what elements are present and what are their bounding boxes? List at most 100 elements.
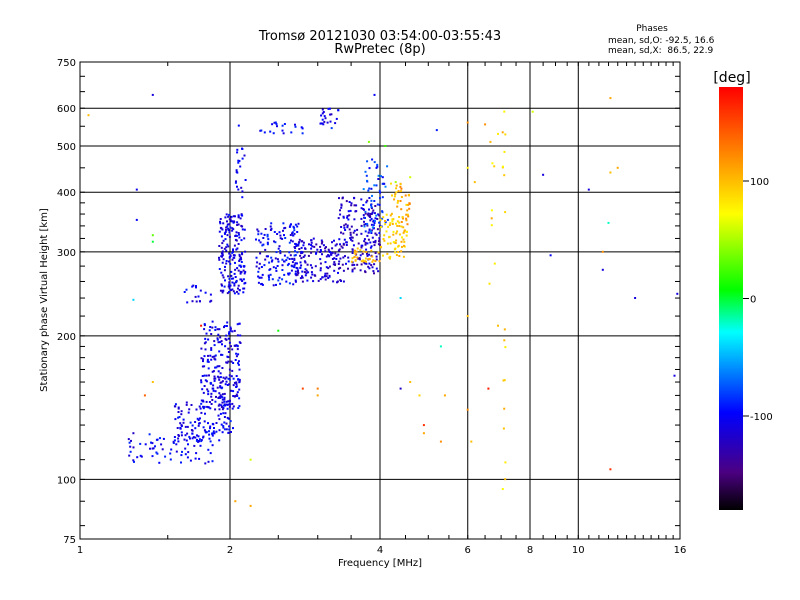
data-point [372,224,375,227]
data-point [230,274,233,277]
data-point [220,381,223,384]
data-point [353,196,356,199]
data-point [342,256,345,259]
data-point [321,276,324,279]
data-point [205,400,208,403]
data-point [301,240,304,243]
data-point [224,230,227,233]
data-point [350,238,352,241]
data-point [219,218,222,220]
data-point [234,215,236,218]
data-point [176,427,179,429]
data-point [294,272,297,275]
data-point [228,290,230,293]
data-point [87,114,90,117]
data-point [266,235,269,238]
data-point [300,126,303,129]
data-point [330,253,333,256]
data-point [383,239,386,242]
data-point [234,395,237,397]
data-point [294,247,297,250]
data-point [367,265,370,268]
data-point [365,262,368,265]
data-point [329,113,332,116]
data-point [243,154,246,157]
data-point [238,264,241,267]
data-point [360,232,363,235]
data-point [301,387,304,390]
data-point [235,280,238,283]
data-point [374,252,377,254]
data-point [199,417,201,420]
data-point [301,276,304,279]
data-point [352,250,355,253]
data-point [241,196,244,199]
data-point [326,121,329,124]
data-point [221,408,224,411]
data-point [369,215,372,218]
data-point [466,408,469,411]
data-point [188,408,191,411]
data-point [210,403,213,405]
data-point [394,242,397,244]
data-point [366,199,369,202]
data-point [234,500,237,503]
data-point [236,151,239,154]
data-point [303,260,306,263]
data-point [197,295,200,298]
data-point [362,204,365,206]
data-point [203,365,206,368]
data-point [272,132,275,135]
data-point [243,272,246,275]
x-tick-label: 10 [572,545,585,556]
data-point [228,235,231,238]
data-point [177,406,180,409]
data-point [304,274,307,277]
data-point [367,189,370,192]
data-point [240,186,243,189]
data-point [344,255,346,258]
data-point [260,276,263,279]
data-point [219,220,221,223]
data-point [201,399,204,402]
data-point [175,443,178,446]
data-point [236,247,239,250]
data-point [202,405,205,408]
data-point [164,455,167,458]
data-point [198,438,201,441]
data-point [132,446,135,449]
data-point [363,223,366,226]
data-point [405,219,408,222]
data-point [267,238,270,241]
data-point [207,448,210,451]
data-point [366,254,369,257]
data-point [221,255,223,258]
data-point [337,109,340,112]
data-point [373,263,376,266]
data-point [203,328,206,331]
data-point [393,195,396,198]
data-point [203,429,206,432]
data-point [466,315,469,318]
data-point [378,260,381,263]
data-point [238,255,241,258]
data-point [191,429,194,432]
data-point [187,443,189,446]
data-point [330,113,333,116]
data-point [404,194,407,197]
data-point [347,210,350,213]
data-point [353,263,356,266]
data-point [241,280,244,282]
data-point [220,283,223,286]
data-point [300,246,303,249]
data-point [189,437,191,440]
data-point [203,374,206,377]
data-point [390,182,392,185]
data-point [360,224,363,227]
data-point [384,145,387,147]
data-point [212,370,215,373]
data-point [235,180,237,183]
data-point [341,246,344,249]
data-point [235,381,238,384]
data-point [180,413,183,416]
